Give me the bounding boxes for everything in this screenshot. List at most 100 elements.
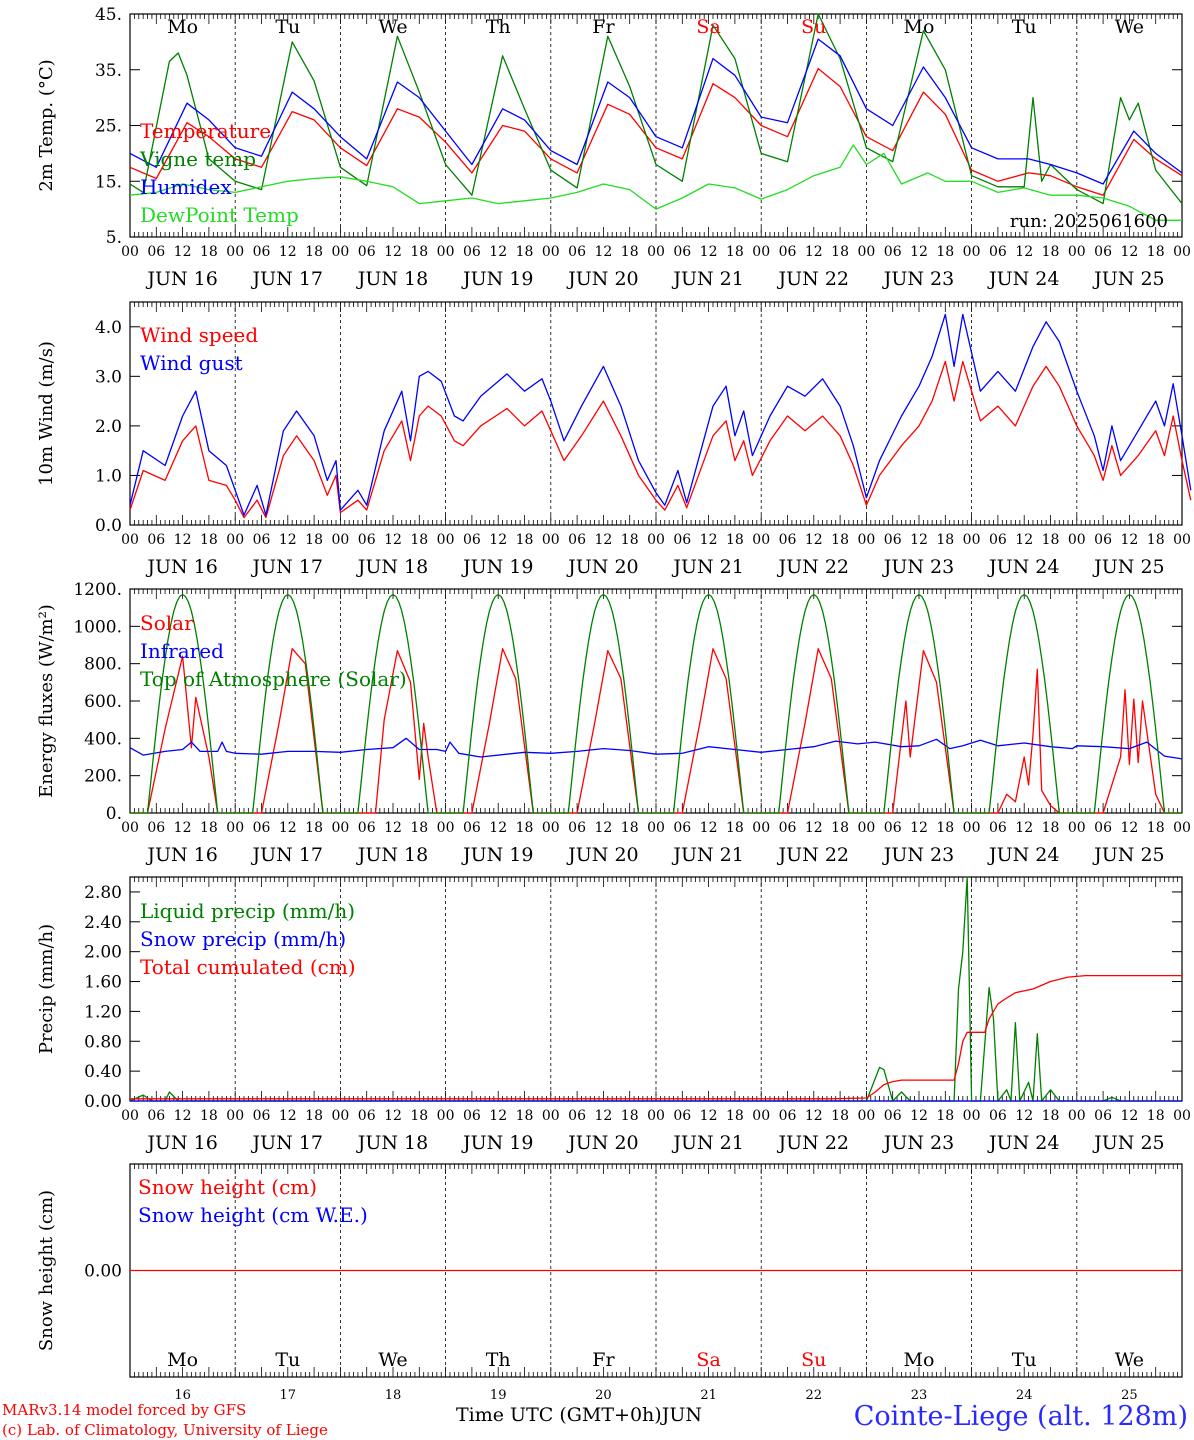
date-label: JUN 18	[356, 268, 428, 290]
hour-tick-label: 12	[1120, 244, 1138, 260]
hour-tick-label: 06	[673, 1108, 691, 1124]
hour-tick-label: 06	[568, 244, 586, 260]
hour-tick-label: 12	[805, 532, 823, 548]
hour-tick-label: 18	[410, 244, 428, 260]
series-solar	[130, 648, 1182, 814]
hour-tick-label: 00	[437, 532, 455, 548]
hour-tick-label: 06	[358, 244, 376, 260]
hour-tick-label: 06	[253, 820, 271, 836]
hour-tick-label: 12	[489, 244, 507, 260]
hour-tick-label: 18	[516, 1108, 534, 1124]
date-label: JUN 19	[461, 1132, 533, 1154]
y-tick-label: 0.00	[84, 1262, 122, 1282]
hour-tick-label: 18	[410, 820, 428, 836]
hour-tick-label: 00	[437, 1108, 455, 1124]
hour-tick-label: 18	[831, 532, 849, 548]
hour-tick-label: 18	[516, 532, 534, 548]
hour-tick-label: 12	[174, 1108, 192, 1124]
day-number: 17	[280, 1388, 297, 1403]
legend-entry: Liquid precip (mm/h)	[140, 899, 355, 923]
hour-tick-label: 00	[963, 820, 981, 836]
date-label: JUN 24	[987, 268, 1059, 290]
y-tick-label: 1000.	[73, 617, 122, 637]
hour-tick-label: 12	[910, 532, 928, 548]
day-number: 18	[385, 1388, 402, 1403]
x-axis-title: Time UTC (GMT+0h)JUN	[456, 1404, 702, 1426]
hour-tick-label: 00	[121, 820, 139, 836]
hour-tick-label: 06	[253, 1108, 271, 1124]
hour-tick-label: 18	[1147, 244, 1165, 260]
hour-tick-label: 12	[1015, 532, 1033, 548]
hour-tick-label: 06	[779, 1108, 797, 1124]
hour-tick-label: 18	[516, 820, 534, 836]
hour-tick-label: 12	[384, 1108, 402, 1124]
hour-tick-label: 00	[647, 820, 665, 836]
y-tick-label: 600.	[84, 692, 122, 712]
hour-tick-label: 00	[542, 244, 560, 260]
hour-tick-label: 12	[1015, 820, 1033, 836]
hour-tick-label: 18	[726, 820, 744, 836]
day-name-bottom: Mo	[904, 1349, 935, 1371]
y-tick-label: 5.	[106, 228, 122, 248]
hour-tick-label: 00	[331, 1108, 349, 1124]
hour-tick-label: 00	[331, 820, 349, 836]
hour-tick-label: 12	[700, 532, 718, 548]
hour-tick-label: 18	[200, 820, 218, 836]
y-tick-label: 15.	[95, 172, 122, 192]
hour-tick-label: 12	[1015, 1108, 1033, 1124]
hour-tick-label: 18	[831, 244, 849, 260]
hour-tick-label: 06	[147, 532, 165, 548]
hour-tick-label: 12	[805, 244, 823, 260]
y-tick-label: 2.80	[84, 883, 122, 903]
date-label: JUN 18	[356, 1132, 428, 1154]
hour-tick-label: 18	[621, 820, 639, 836]
date-label: JUN 25	[1092, 1132, 1164, 1154]
legend-entry: Snow precip (mm/h)	[140, 927, 346, 951]
day-name-bottom: We	[378, 1349, 407, 1371]
hour-tick-label: 18	[200, 532, 218, 548]
day-name-top: Th	[486, 16, 511, 38]
day-number: 20	[595, 1388, 612, 1403]
hour-tick-label: 18	[200, 1108, 218, 1124]
series-wind-speed	[129, 360, 1192, 519]
y-tick-label: 45.	[95, 5, 122, 25]
y-tick-label: 2.40	[84, 913, 122, 933]
hour-tick-label: 12	[594, 1108, 612, 1124]
hour-tick-label: 12	[700, 820, 718, 836]
hour-tick-label: 12	[489, 1108, 507, 1124]
hour-tick-label: 12	[384, 244, 402, 260]
hour-tick-label: 12	[700, 244, 718, 260]
hour-tick-label: 06	[568, 532, 586, 548]
hour-tick-label: 12	[1015, 244, 1033, 260]
legend-entry: Snow height (cm W.E.)	[138, 1203, 368, 1227]
date-label: JUN 16	[145, 1132, 217, 1154]
date-label: JUN 18	[356, 556, 428, 578]
day-name-bottom: Su	[801, 1349, 826, 1371]
hour-tick-label: 06	[358, 1108, 376, 1124]
hour-tick-label: 00	[1068, 244, 1086, 260]
y-axis-title: Energy fluxes (W/m²)	[36, 604, 57, 798]
y-tick-label: 0.40	[84, 1062, 122, 1082]
hour-tick-label: 00	[121, 1108, 139, 1124]
hour-tick-label: 00	[331, 532, 349, 548]
day-name-bottom: Tu	[1012, 1349, 1037, 1371]
date-label: JUN 21	[671, 1132, 743, 1154]
day-name-bottom: Mo	[167, 1349, 198, 1371]
hour-tick-label: 18	[621, 532, 639, 548]
hour-tick-label: 06	[147, 244, 165, 260]
hour-tick-label: 00	[1173, 244, 1191, 260]
hour-tick-label: 06	[989, 532, 1007, 548]
date-label: JUN 23	[882, 844, 954, 866]
hour-tick-label: 06	[1094, 532, 1112, 548]
date-label: JUN 22	[777, 556, 849, 578]
date-label: JUN 22	[777, 844, 849, 866]
date-label: JUN 19	[461, 268, 533, 290]
hour-tick-label: 00	[1068, 820, 1086, 836]
hour-tick-label: 12	[700, 1108, 718, 1124]
hour-tick-label: 12	[279, 820, 297, 836]
hour-tick-label: 12	[594, 820, 612, 836]
date-label: JUN 20	[566, 1132, 638, 1154]
hour-tick-label: 12	[594, 532, 612, 548]
hour-tick-label: 12	[1120, 532, 1138, 548]
y-tick-label: 35.	[95, 61, 122, 81]
